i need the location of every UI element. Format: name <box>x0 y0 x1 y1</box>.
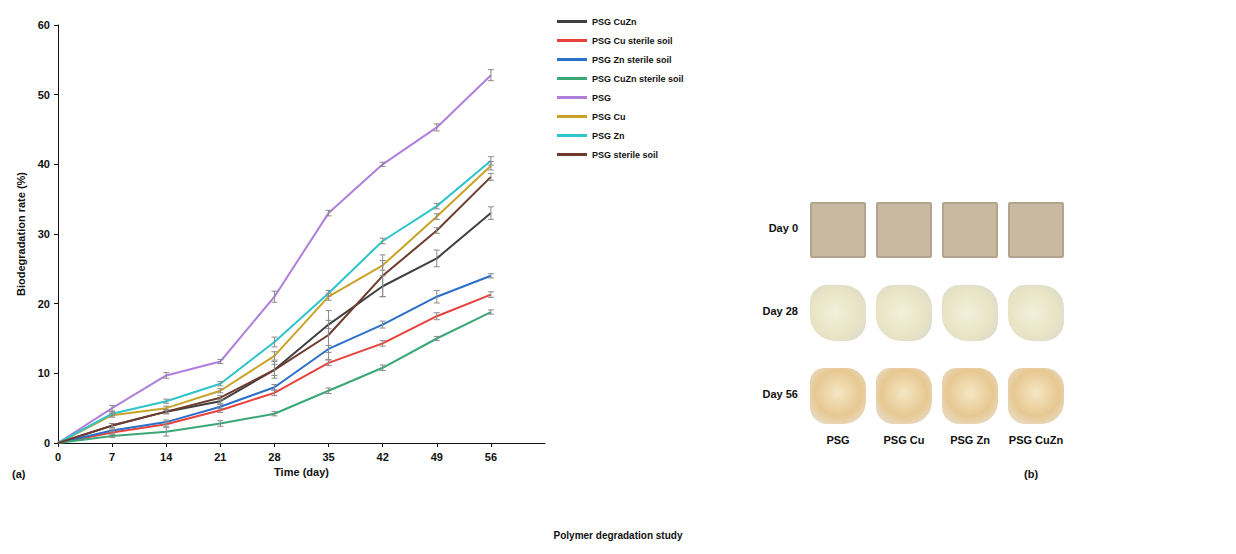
svg-text:42: 42 <box>377 451 389 463</box>
html-text:(a): (a) <box>12 468 26 480</box>
svg-text:Time (day): Time (day) <box>274 466 329 478</box>
svg-text:0: 0 <box>44 437 50 449</box>
svg-text:PSG Cu sterile soil: PSG Cu sterile soil <box>592 36 673 46</box>
html-text:Day 56: Day 56 <box>762 388 798 400</box>
svg-text:30: 30 <box>38 228 50 240</box>
svg-text:28: 28 <box>268 451 280 463</box>
svg-text:21: 21 <box>214 451 226 463</box>
svg-text:PSG CuZn sterile soil: PSG CuZn sterile soil <box>592 74 684 84</box>
svg-text:PSG CuZn: PSG CuZn <box>592 17 637 27</box>
html-text:Day 0: Day 0 <box>768 222 798 234</box>
html-text:Polymer degradation study: Polymer degradation study <box>553 530 683 541</box>
svg-text:40: 40 <box>38 158 50 170</box>
html-text:PSG Cu: PSG Cu <box>883 434 925 446</box>
svg-text:PSG Cu: PSG Cu <box>592 112 626 122</box>
html-text:PSG: PSG <box>826 434 850 446</box>
svg-text:PSG: PSG <box>592 93 611 103</box>
svg-text:60: 60 <box>38 19 50 31</box>
svg-text:PSG Zn sterile soil: PSG Zn sterile soil <box>592 55 672 65</box>
svg-text:49: 49 <box>431 451 443 463</box>
svg-text:20: 20 <box>38 298 50 310</box>
html-text:(b): (b) <box>1024 468 1038 480</box>
svg-text:50: 50 <box>38 89 50 101</box>
svg-text:35: 35 <box>322 451 334 463</box>
svg-text:PSG Zn: PSG Zn <box>592 131 625 141</box>
html-text:PSG Zn: PSG Zn <box>950 434 990 446</box>
svg-text:10: 10 <box>38 367 50 379</box>
svg-text:0: 0 <box>55 451 61 463</box>
svg-text:14: 14 <box>160 451 173 463</box>
svg-text:PSG sterile soil: PSG sterile soil <box>592 150 658 160</box>
html-text:Day 28: Day 28 <box>762 305 798 317</box>
svg-text:Biodegradation rate (%): Biodegradation rate (%) <box>15 172 27 296</box>
svg-text:56: 56 <box>485 451 497 463</box>
svg-text:7: 7 <box>109 451 115 463</box>
html-text:PSG CuZn: PSG CuZn <box>1008 434 1064 446</box>
